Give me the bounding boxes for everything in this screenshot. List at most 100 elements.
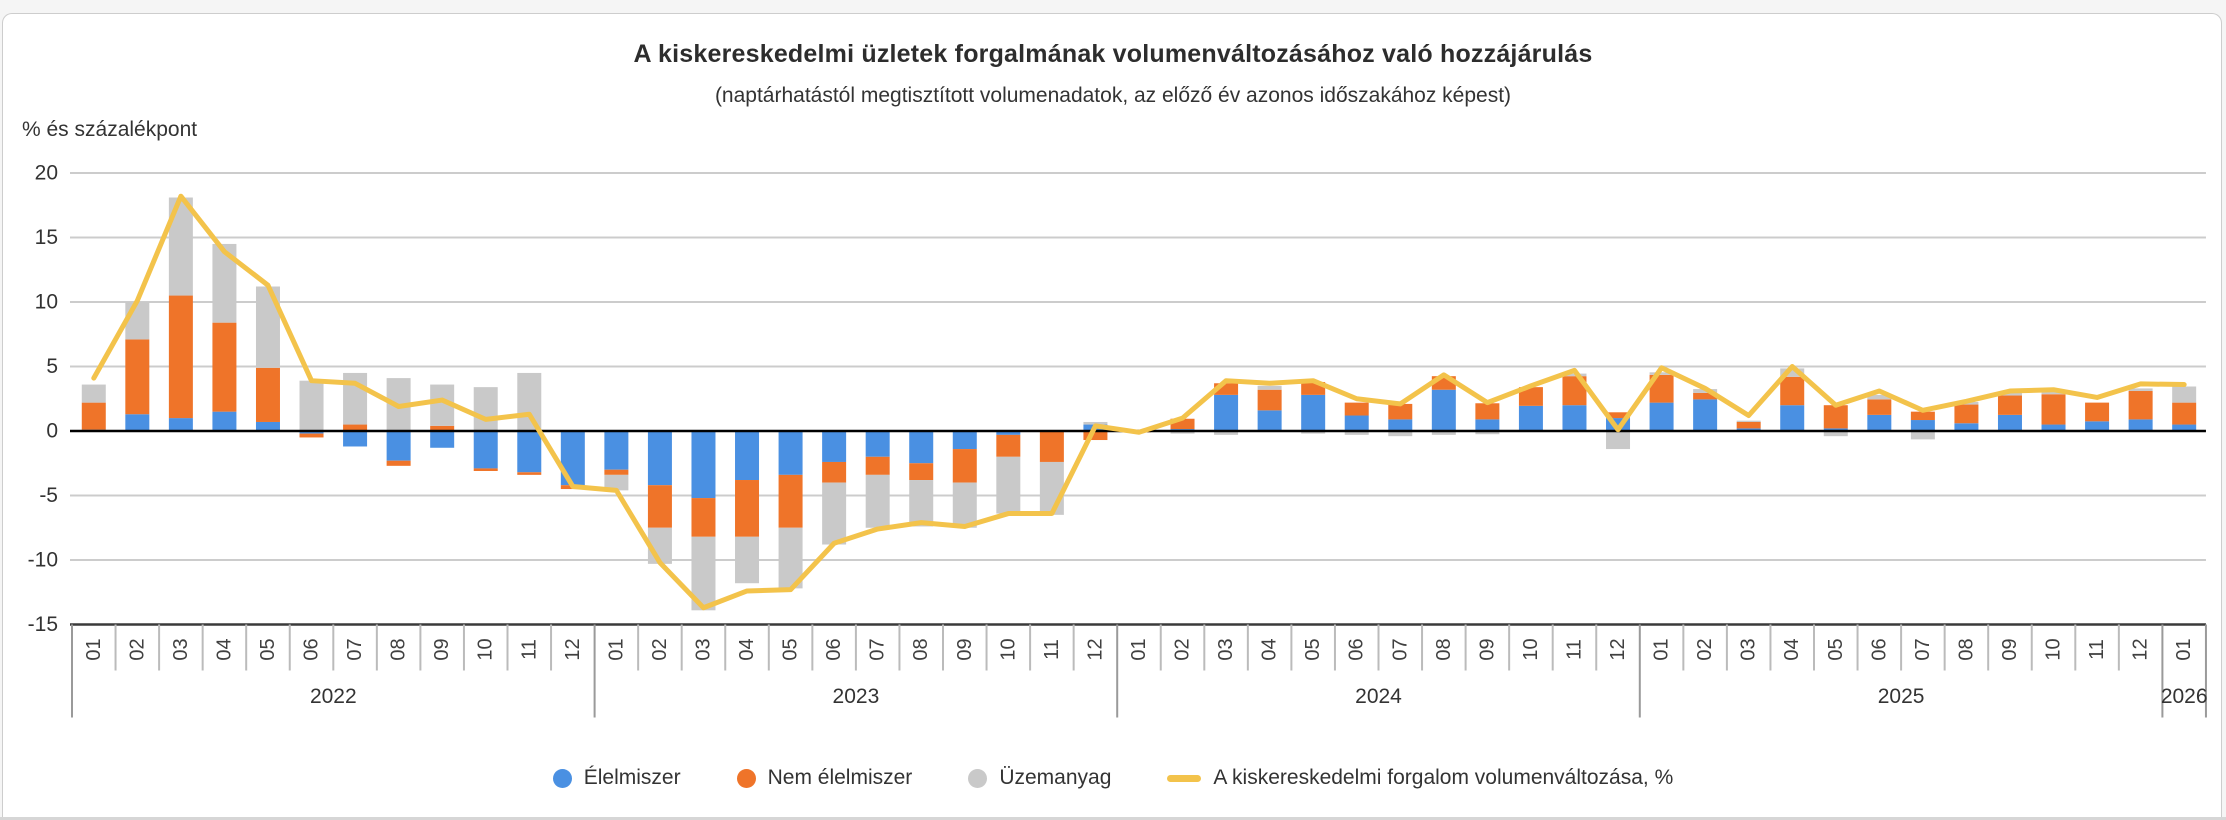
bar-segment xyxy=(1780,368,1805,377)
bar-segment xyxy=(1301,431,1326,434)
month-label: 01 xyxy=(605,638,627,660)
legend-item-elelmiszer: Élelmiszer xyxy=(552,766,681,790)
bar-segment xyxy=(2085,402,2110,422)
bar-segment xyxy=(2041,391,2066,395)
bar-segment xyxy=(125,302,150,340)
legend-label-volume-line: A kiskereskedelmi forgalom volumenváltoz… xyxy=(1213,766,1674,789)
month-label: 03 xyxy=(692,638,714,660)
bar-segment xyxy=(212,411,237,431)
year-label: 2024 xyxy=(1355,685,1402,708)
bar-segment xyxy=(1214,431,1239,435)
month-label: 01 xyxy=(83,638,105,660)
bar-segment xyxy=(2172,386,2197,403)
month-label: 08 xyxy=(1433,638,1455,660)
bar-segment xyxy=(1649,402,1674,431)
bar-segment xyxy=(1388,431,1413,437)
month-label: 03 xyxy=(170,638,192,660)
bar-segment xyxy=(1431,431,1456,435)
legend-label-elelmiszer: Élelmiszer xyxy=(583,766,681,789)
y-tick-label: 15 xyxy=(35,226,58,249)
bar-segment xyxy=(1039,461,1064,515)
y-tick-label: 0 xyxy=(46,420,58,443)
bar-segment xyxy=(1083,421,1108,425)
bar-segment xyxy=(1736,428,1761,431)
bar-segment xyxy=(299,431,324,434)
y-tick-label: -5 xyxy=(39,484,58,507)
bar-segment xyxy=(1649,372,1674,375)
bar-segment xyxy=(1562,373,1587,377)
bar-segment xyxy=(299,433,324,438)
bar-segment xyxy=(2128,391,2153,420)
month-label: 11 xyxy=(2086,639,2108,660)
bar-segment xyxy=(2172,424,2197,431)
month-label: 04 xyxy=(1259,638,1281,660)
bar-segment xyxy=(1344,415,1369,431)
bar-segment xyxy=(1997,392,2022,396)
month-label: 07 xyxy=(867,638,889,660)
bar-segment xyxy=(1954,404,1979,424)
bar-segment xyxy=(1997,395,2022,415)
month-label: 05 xyxy=(1825,638,1847,660)
bar-segment xyxy=(909,431,934,464)
bar-segment xyxy=(996,431,1021,435)
bar-segment xyxy=(81,402,106,430)
legend-item-volume-line: A kiskereskedelmi forgalom volumenváltoz… xyxy=(1167,766,1673,790)
month-label: 01 xyxy=(1128,638,1150,660)
bar-segment xyxy=(1606,412,1631,419)
year-label: 2025 xyxy=(1878,685,1925,708)
y-tick-label: -10 xyxy=(28,549,58,572)
bar-segment xyxy=(2041,394,2066,425)
bar-segment xyxy=(1431,389,1456,431)
bar-segment xyxy=(1257,385,1282,390)
bar-segment xyxy=(1518,387,1543,406)
bar-segment xyxy=(1344,431,1369,435)
month-label: 08 xyxy=(910,638,932,660)
bar-segment xyxy=(125,414,150,431)
bar-segment xyxy=(735,480,760,537)
year-label: 2022 xyxy=(310,685,357,708)
y-tick-label: -15 xyxy=(28,613,58,636)
bar-segment xyxy=(647,431,672,486)
bar-segment xyxy=(299,380,324,431)
bar-segment xyxy=(1736,421,1761,429)
y-tick-label: 10 xyxy=(35,291,58,314)
bar-segment xyxy=(386,431,411,461)
y-tick-label: 5 xyxy=(46,355,58,378)
month-label: 12 xyxy=(1607,638,1629,660)
month-label: 08 xyxy=(1955,638,1977,660)
bar-segment xyxy=(604,469,629,475)
bar-segment xyxy=(822,461,847,483)
bar-segment xyxy=(909,480,934,527)
bar-segment xyxy=(1997,414,2022,431)
bar-segment xyxy=(1780,405,1805,431)
bar-segment xyxy=(952,449,977,483)
chart-title: A kiskereskedelmi üzletek forgalmának vo… xyxy=(633,40,1593,68)
bar-segment xyxy=(604,431,629,470)
month-label: 03 xyxy=(1215,638,1237,660)
month-label: 02 xyxy=(1694,638,1716,660)
bar-segment xyxy=(1257,410,1282,431)
month-label: 09 xyxy=(1476,638,1498,660)
month-label: 12 xyxy=(2130,638,2152,660)
legend-label-uzemanyag: Üzemanyag xyxy=(999,766,1112,789)
bar-segment xyxy=(1910,431,1935,440)
bar-segment xyxy=(1823,405,1848,429)
bar-segment xyxy=(1170,431,1195,434)
bar-segment xyxy=(81,384,106,403)
bar-segment xyxy=(865,431,890,457)
bar-segment xyxy=(691,498,716,537)
bar-segment xyxy=(473,431,498,469)
bar-segment xyxy=(386,460,411,466)
month-label: 10 xyxy=(475,638,497,660)
bar-segment xyxy=(952,431,977,450)
month-label: 08 xyxy=(388,638,410,660)
bar-segment xyxy=(778,431,803,475)
chart-card xyxy=(2,13,2222,817)
legend-item-nem-elelmiszer: Nem élelmiszer xyxy=(736,766,912,790)
bar-segment xyxy=(430,431,455,448)
bar-segment xyxy=(343,424,368,431)
bar-segment xyxy=(1693,399,1718,431)
bar-segment xyxy=(1214,394,1239,431)
bar-segment xyxy=(735,536,760,584)
